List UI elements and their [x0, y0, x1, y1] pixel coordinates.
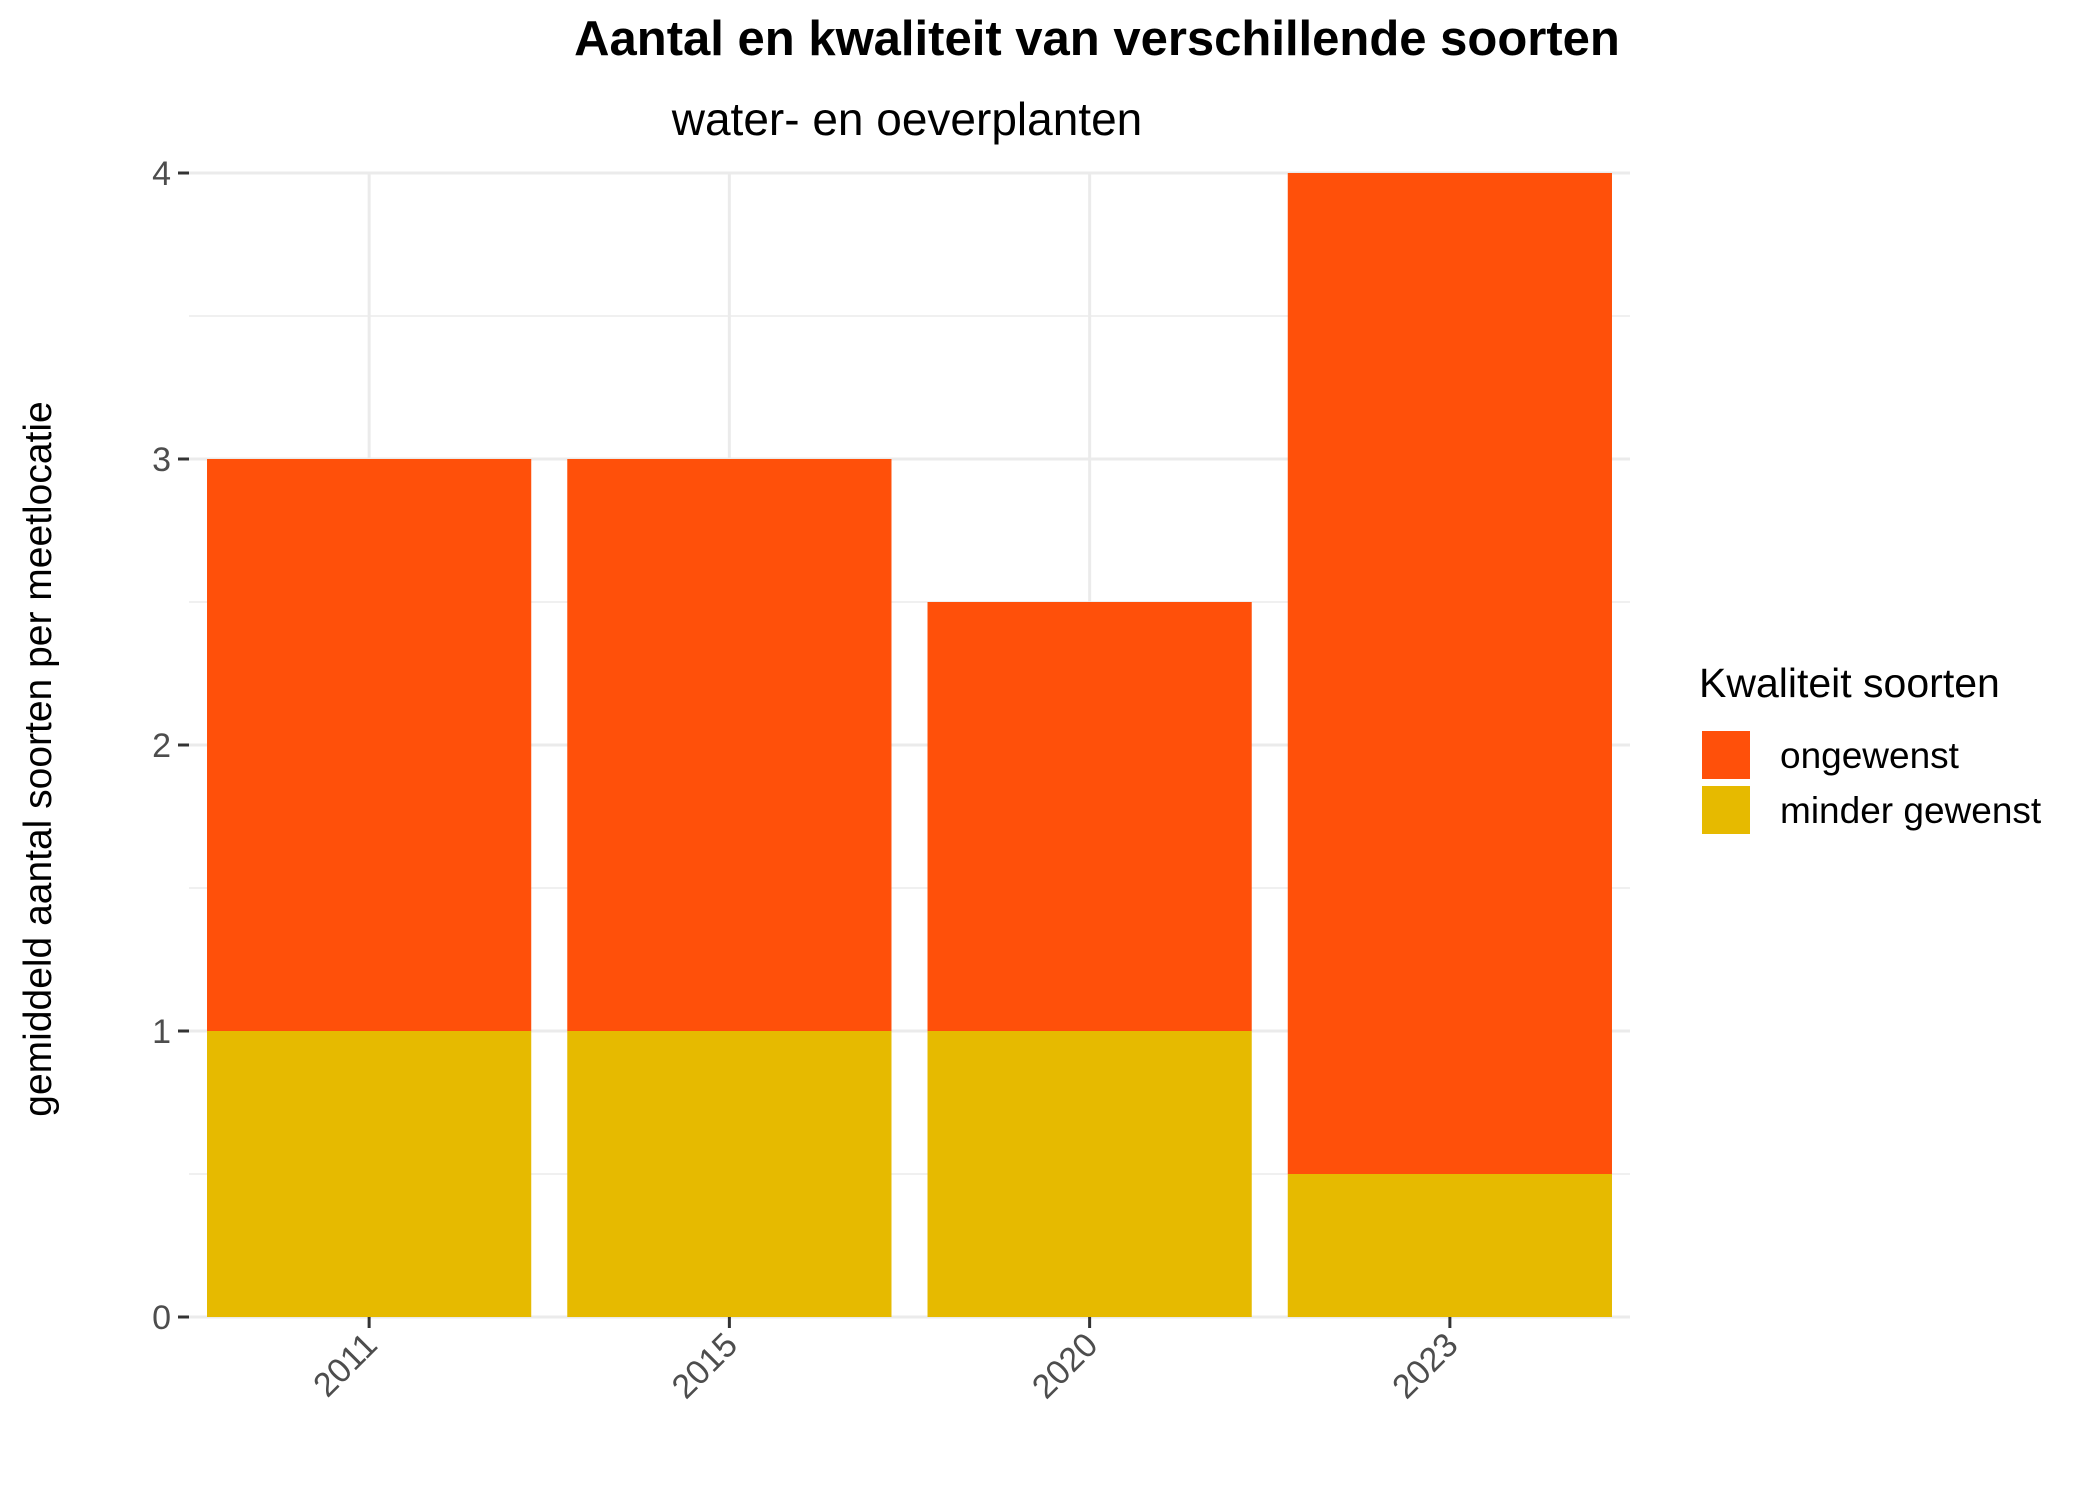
legend-title: Kwaliteit soorten: [1699, 660, 2000, 706]
y-tick-label: 1: [152, 1013, 171, 1051]
y-tick-label: 0: [152, 1299, 171, 1337]
y-tick-label: 2: [152, 727, 171, 765]
bar-minder-gewenst-2015: [567, 1031, 892, 1317]
x-tick-label: 2015: [665, 1326, 745, 1406]
bar-ongewenst-2015: [567, 459, 892, 1031]
legend: Kwaliteit soorten ongewenst minder gewens…: [1699, 660, 2042, 834]
bars: [207, 173, 1612, 1317]
y-tick-label: 4: [152, 155, 171, 193]
legend-key-ongewenst: [1702, 731, 1750, 779]
bar-ongewenst-2020: [927, 602, 1252, 1031]
bar-ongewenst-2011: [207, 459, 532, 1031]
bar-ongewenst-2023: [1287, 173, 1612, 1174]
y-tick-label: 3: [152, 441, 171, 479]
x-tick-label: 2020: [1025, 1326, 1105, 1406]
y-axis-title: gemiddeld aantal soorten per meetlocatie: [17, 401, 60, 1116]
bar-minder-gewenst-2011: [207, 1031, 532, 1317]
chart-title: Aantal en kwaliteit van verschillende so…: [574, 12, 1620, 66]
bar-minder-gewenst-2023: [1287, 1174, 1612, 1317]
legend-label-minder-gewenst: minder gewenst: [1780, 790, 2042, 831]
x-axis: 2011 2015 2020 2023: [306, 1317, 1466, 1406]
x-tick-label: 2011: [306, 1326, 385, 1405]
chart-subtitle: water- en oeverplanten: [671, 93, 1143, 145]
legend-label-ongewenst: ongewenst: [1780, 735, 1960, 776]
x-tick-label: 2023: [1385, 1326, 1465, 1406]
bar-minder-gewenst-2020: [927, 1031, 1252, 1317]
y-axis: 0 1 2 3 4: [152, 155, 189, 1337]
legend-key-minder-gewenst: [1702, 786, 1750, 834]
